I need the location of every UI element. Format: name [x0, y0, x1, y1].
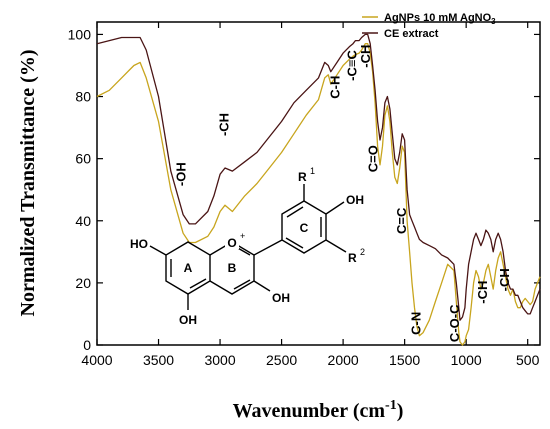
x-axis-title-unit-close: ) [397, 400, 404, 422]
anthocyanidin-labels: A B C O + HO OH OH OH R 1 R 2 [130, 166, 365, 327]
series-line-ce-extract [96, 33, 541, 321]
oh-label-ring-a: OH [179, 313, 197, 327]
peak-annotation: C=O [366, 145, 381, 172]
bond-oh-ring-c [325, 201, 345, 215]
oxonium-mask [225, 235, 239, 249]
plot-area [96, 21, 541, 346]
peak-annotation: -CH [358, 45, 373, 68]
ring-b-c-link [253, 239, 283, 256]
peak-annotation: -OH [174, 162, 189, 186]
ring-c-double-3 [285, 237, 304, 249]
x-axis-title-unit-open: (cm [348, 400, 386, 422]
y-tick-label: 20 [75, 275, 91, 291]
legend-label-ce: CE extract [384, 28, 439, 40]
peak-annotation: -CH [497, 268, 512, 291]
x-tick-label: 4000 [81, 352, 112, 368]
x-tick-label: 2500 [266, 352, 297, 368]
legend-label-agnps-main: AgNPs 10 mM AgNO [384, 12, 492, 24]
r1-label: R [298, 170, 307, 184]
peak-annotations: -OH-CHC-H-C≡C-CHC=OC=CC-N C-O-C-CH-CH [174, 45, 513, 342]
ho-label-ring-a: HO [130, 237, 148, 251]
y-tick-label: 100 [68, 26, 92, 42]
x-axis-ticks: 4000 3500 3000 2500 2000 1500 1000 500 [81, 22, 540, 368]
x-axis-title-main: Wavenumber [233, 400, 349, 422]
ring-a-label: A [184, 261, 193, 275]
y-axis-ticks: 0 20 40 60 80 100 [68, 26, 540, 353]
legend-label-agnps-sub: 3 [491, 17, 496, 26]
r2-index: 2 [360, 247, 365, 257]
x-tick-label: 3000 [204, 352, 235, 368]
bond-oh-ring-b [253, 280, 271, 292]
ring-b-label: B [228, 261, 237, 275]
peak-annotation: -CH [475, 281, 490, 304]
peak-annotation: -C≡C [345, 50, 360, 81]
y-axis-title: Normalized Transmittance (%) [17, 50, 39, 317]
r2-label: R [348, 251, 357, 265]
x-axis-title-unit-exp: -1 [385, 398, 397, 413]
x-axis-title: Wavenumber (cm-1) [233, 398, 404, 422]
peak-annotation: C=C [394, 207, 409, 234]
oxonium-charge: + [240, 231, 245, 241]
x-tick-label: 1000 [451, 352, 482, 368]
x-tick-label: 2000 [328, 352, 359, 368]
series-line-agnps [96, 43, 541, 346]
bond-r2 [325, 239, 347, 253]
y-tick-label: 0 [83, 337, 91, 353]
y-tick-label: 40 [75, 213, 91, 229]
oh-label-ring-b: OH [272, 291, 290, 305]
y-tick-label: 60 [75, 151, 91, 167]
ring-b-double-2 [233, 279, 251, 290]
peak-annotation: C-N [409, 312, 424, 335]
peak-annotation: C-H [327, 76, 342, 99]
peak-annotation: -CH [217, 113, 232, 136]
legend: AgNPs 10 mM AgNO3 CE extract [362, 12, 496, 40]
legend-label-agnps: AgNPs 10 mM AgNO3 [384, 12, 496, 26]
oxonium-o-label: O [227, 236, 236, 250]
oh-label-ring-c: OH [346, 193, 364, 207]
x-tick-label: 500 [516, 352, 540, 368]
y-tick-label: 80 [75, 89, 91, 105]
ring-c-label: C [300, 221, 309, 235]
ring-a-double-2 [189, 278, 207, 289]
r1-index: 1 [310, 166, 315, 176]
bond-ho-ring-a [149, 245, 167, 256]
x-tick-label: 3500 [143, 352, 174, 368]
series-layer [96, 33, 541, 346]
peak-annotation: C-O-C [447, 304, 462, 342]
ring-c-double-1 [286, 206, 304, 218]
x-tick-label: 1500 [389, 352, 420, 368]
